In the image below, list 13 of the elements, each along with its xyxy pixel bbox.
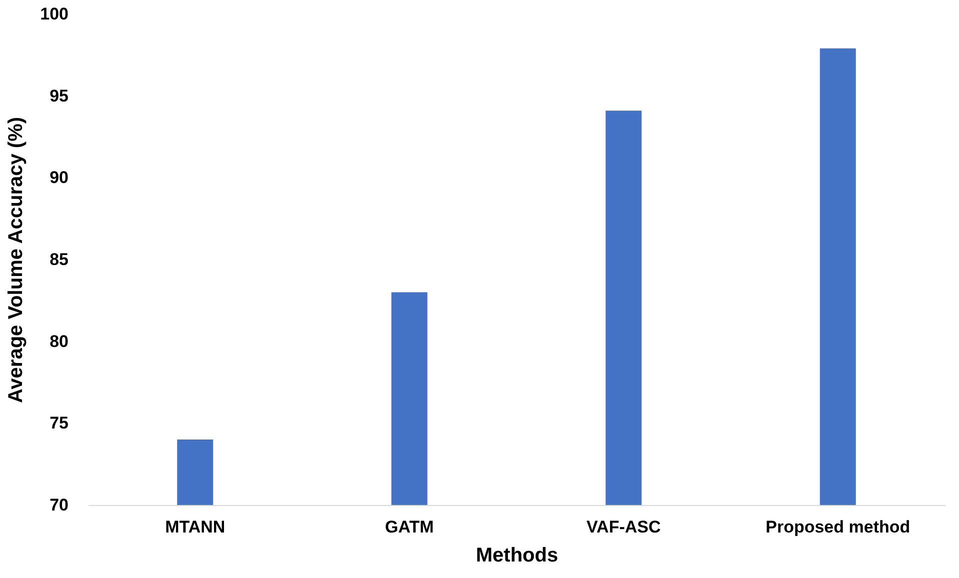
y-tick-label: 95	[50, 86, 68, 106]
x-tick-label: Proposed method	[766, 518, 910, 536]
y-tick-label: 70	[50, 496, 68, 514]
x-tick-label: VAF-ASC	[586, 518, 661, 536]
x-tick-label: MTANN	[165, 518, 226, 536]
y-tick-label: 85	[50, 250, 68, 269]
x-axis-title: Methods	[476, 544, 558, 566]
y-tick-label: 90	[50, 168, 68, 188]
y-tick-label: 100	[40, 4, 68, 24]
x-tick-label: GATM	[384, 518, 434, 536]
y-tick-label: 80	[50, 332, 68, 351]
y-axis-title: Average Volume Accuracy (%)	[5, 116, 28, 404]
y-tick-label: 75	[50, 414, 68, 433]
